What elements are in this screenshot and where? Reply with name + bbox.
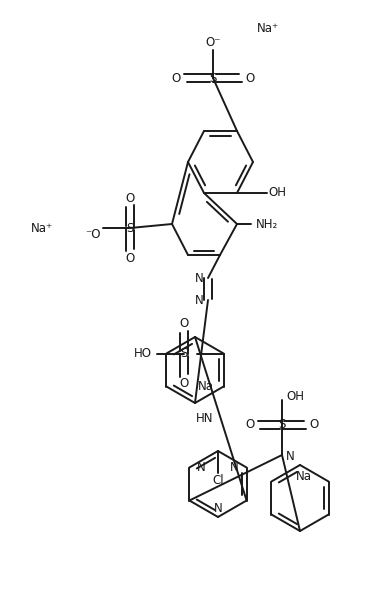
Text: O: O bbox=[246, 72, 255, 84]
Text: N: N bbox=[195, 294, 203, 307]
Text: HN: HN bbox=[196, 412, 214, 425]
Text: N: N bbox=[197, 461, 206, 474]
Text: Na⁺: Na⁺ bbox=[31, 221, 53, 234]
Text: Cl: Cl bbox=[212, 474, 224, 487]
Text: N: N bbox=[286, 450, 294, 463]
Text: S: S bbox=[278, 419, 286, 432]
Text: S: S bbox=[209, 72, 217, 84]
Text: O: O bbox=[126, 252, 135, 264]
Text: N: N bbox=[230, 461, 239, 474]
Text: NH₂: NH₂ bbox=[256, 218, 278, 230]
Text: Na⁺: Na⁺ bbox=[257, 22, 279, 35]
Text: N: N bbox=[195, 271, 203, 285]
Text: O: O bbox=[171, 72, 181, 84]
Text: Na: Na bbox=[296, 471, 312, 484]
Text: Na: Na bbox=[197, 380, 214, 393]
Text: OH: OH bbox=[286, 390, 304, 404]
Text: N: N bbox=[214, 502, 222, 514]
Text: S: S bbox=[126, 221, 134, 234]
Text: O: O bbox=[179, 317, 188, 330]
Text: OH: OH bbox=[268, 187, 286, 200]
Text: HO: HO bbox=[134, 347, 152, 360]
Text: O: O bbox=[126, 191, 135, 205]
Text: S: S bbox=[180, 347, 187, 360]
Text: O: O bbox=[309, 419, 319, 432]
Text: O⁻: O⁻ bbox=[205, 36, 221, 50]
Text: O: O bbox=[246, 419, 255, 432]
Text: ⁻O: ⁻O bbox=[85, 228, 101, 242]
Text: O: O bbox=[179, 377, 188, 390]
